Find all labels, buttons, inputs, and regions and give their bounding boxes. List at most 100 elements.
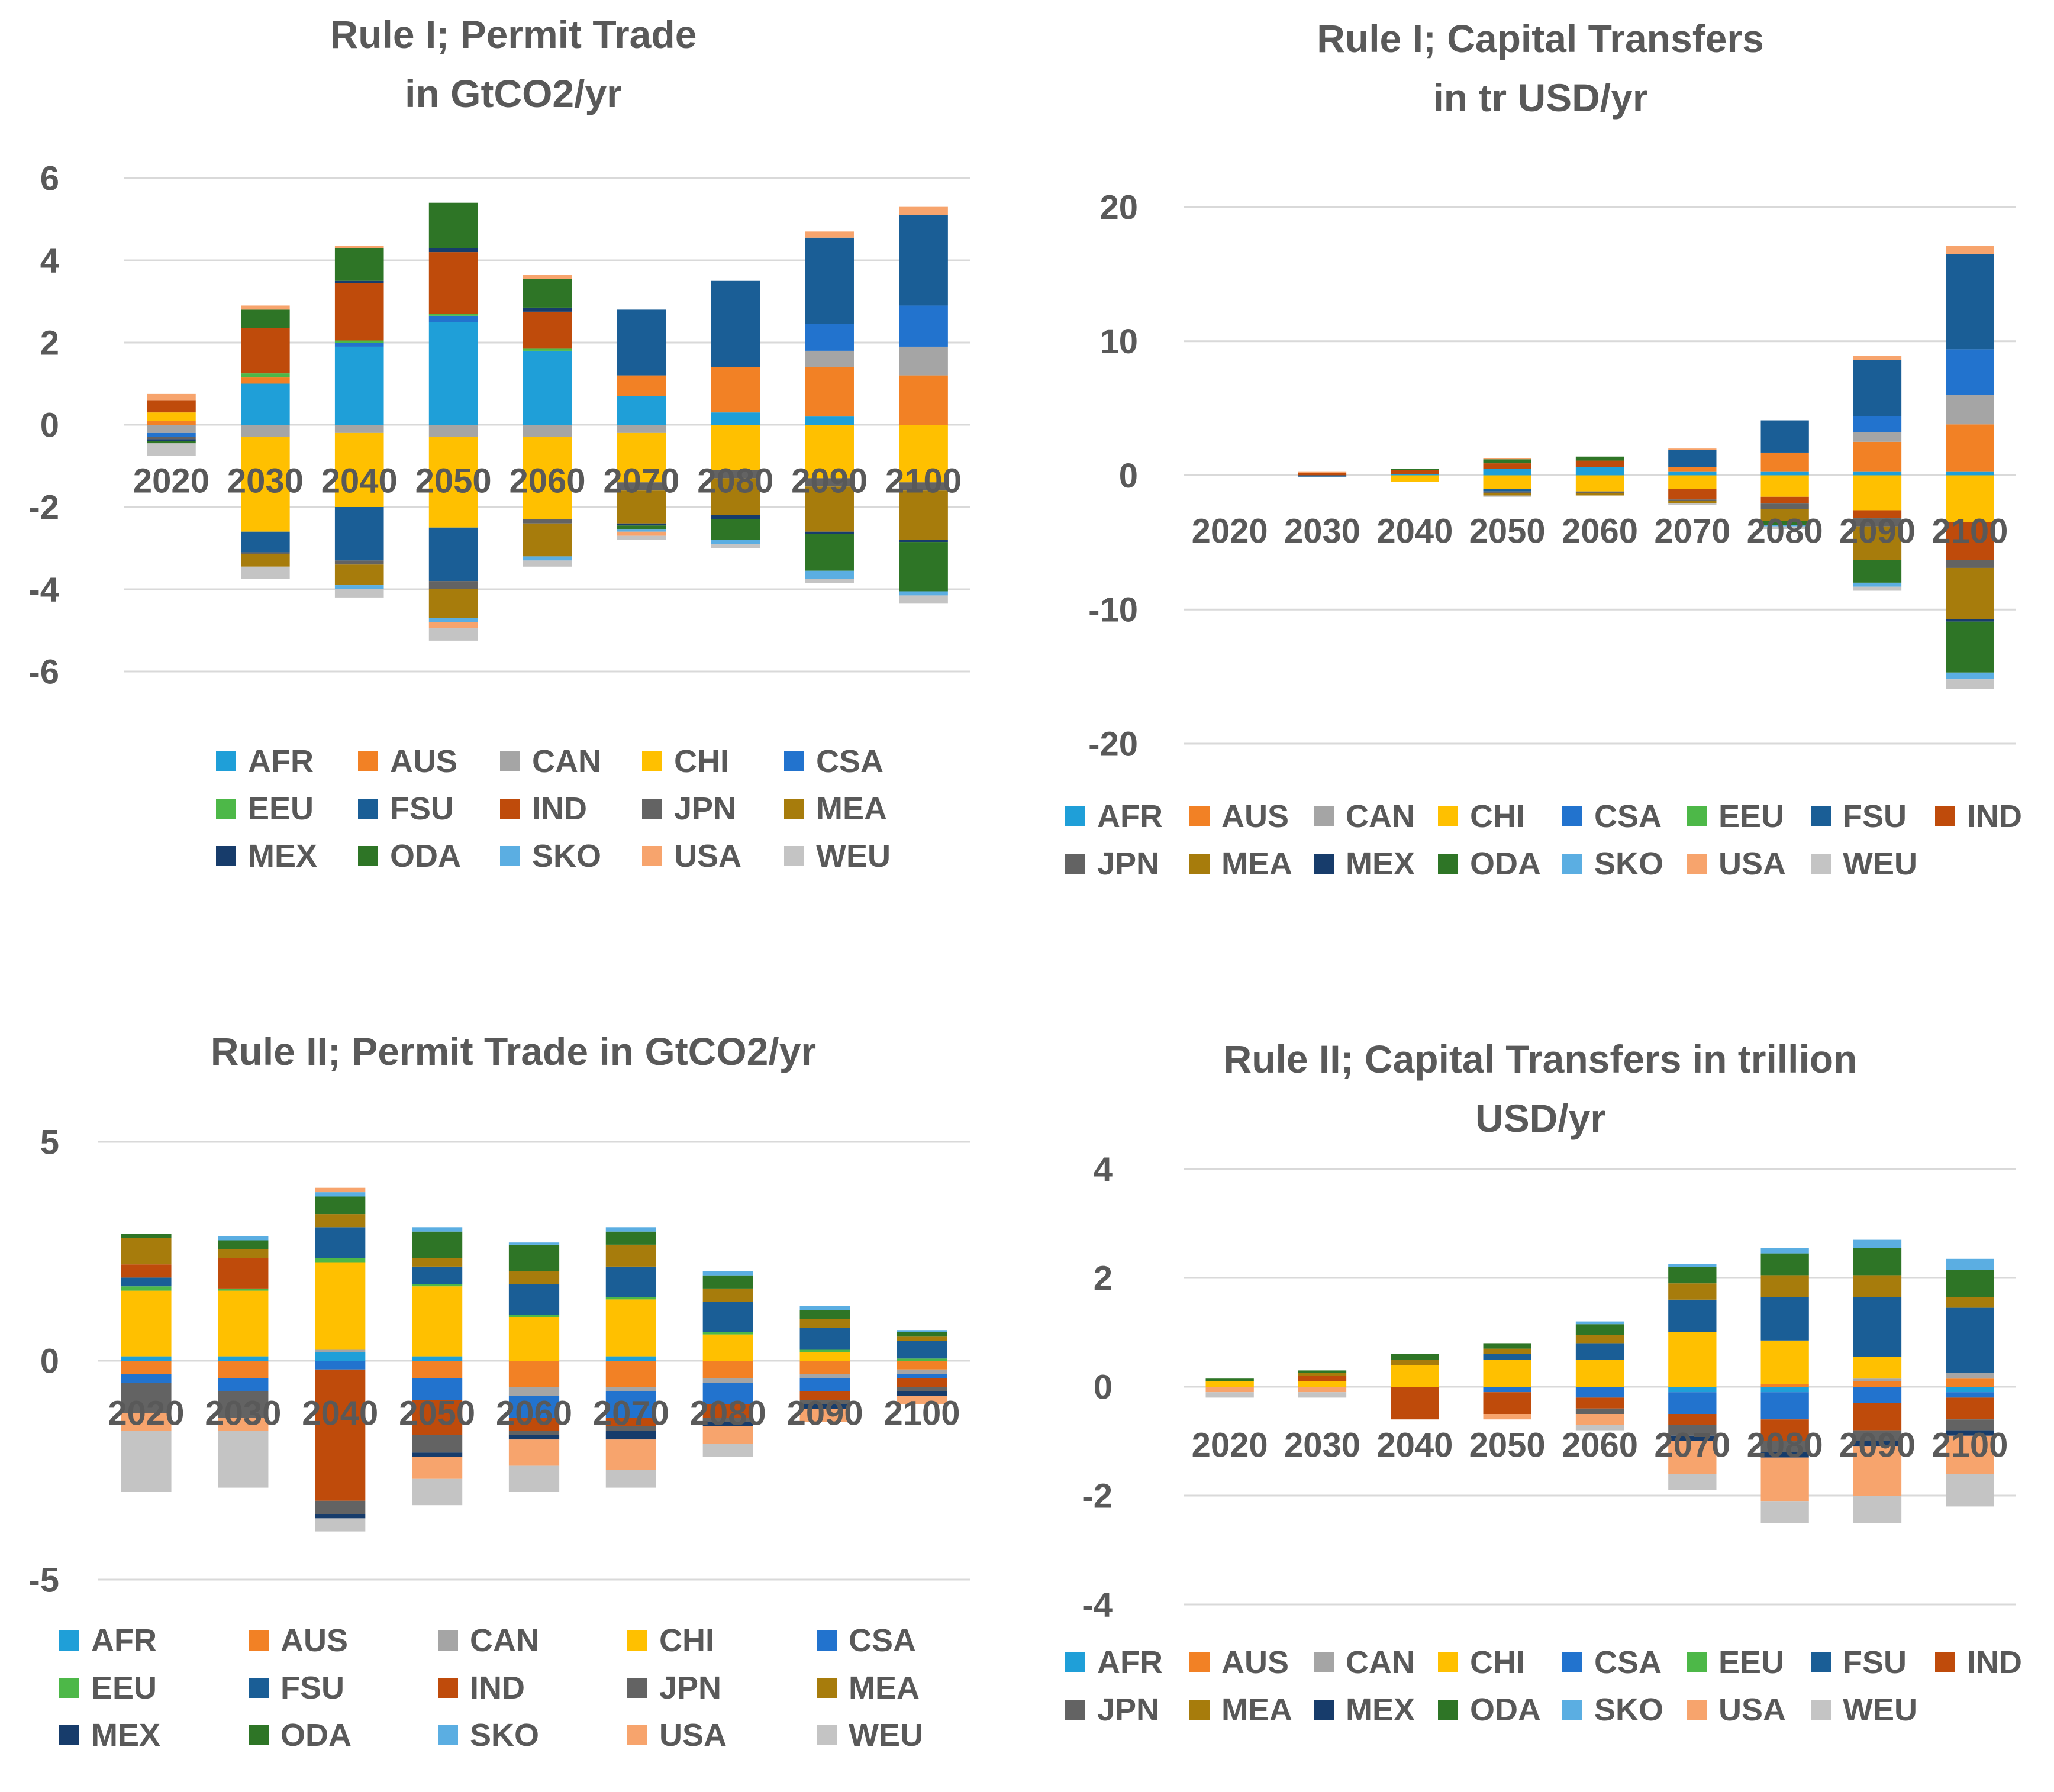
bar-segment-usa-2090 <box>1853 1446 1902 1496</box>
bar-segment-csa-2100 <box>1946 349 1994 395</box>
bar-segment-jpn-2080 <box>1760 503 1809 509</box>
legend-label: WEU <box>849 1717 923 1753</box>
legend-swatch <box>1189 806 1210 826</box>
bar-segment-sko-2090 <box>1853 582 1902 587</box>
bar-segment-jpn-2030 <box>218 1391 269 1418</box>
bar-segment-mex-2100 <box>899 540 948 543</box>
chart-title-line-1: Rule II; Capital Transfers in trillion <box>1223 1037 1858 1081</box>
bar-segment-chi-2090 <box>799 1352 850 1361</box>
legend-item-csa: CSA <box>1562 793 1687 840</box>
legend-item-jpn: JPN <box>1065 1686 1189 1733</box>
bar-segment-mea-2040 <box>1391 1360 1439 1365</box>
bar-segment-usa-2070 <box>1668 1441 1717 1474</box>
legend-label: MEA <box>816 791 887 826</box>
bar-segment-jpn-2050 <box>428 581 478 589</box>
bar-segment-chi-2040 <box>334 432 384 507</box>
bar-segment-afr-2090 <box>805 416 854 425</box>
bar-segment-usa-2020 <box>1205 1387 1254 1393</box>
legend-item-afr: AFR <box>1065 1639 1189 1686</box>
legend-item-mea: MEA <box>784 785 926 832</box>
x-category-label: 2030 <box>205 1394 281 1432</box>
bar-segment-jpn-2090 <box>1853 1430 1902 1441</box>
legend-item-afr: AFR <box>59 1617 249 1664</box>
bar-segment-ind-2080 <box>1760 496 1809 504</box>
bar-segment-sko-2050 <box>412 1227 463 1232</box>
bar-segment-mea-2040 <box>315 1214 366 1228</box>
bar-segment-fsu-2040 <box>334 507 384 561</box>
bar-segment-fsu-2050 <box>1483 489 1531 492</box>
bar-segment-fsu-2030 <box>1298 475 1347 477</box>
legend-swatch <box>1811 806 1831 826</box>
legend-item-oda: ODA <box>1438 1686 1562 1733</box>
bar-segment-usa-2060 <box>523 275 572 279</box>
bar-segment-aus-2090 <box>805 367 854 417</box>
bar-segment-fsu-2030 <box>241 531 290 553</box>
y-tick-label: -4 <box>1082 1586 1113 1624</box>
bar-segment-ind-2100 <box>1946 522 1994 560</box>
bar-segment-weu-2060 <box>1575 1425 1624 1431</box>
x-category-label: 2040 <box>1376 1426 1453 1464</box>
bar-segment-jpn-2060 <box>1575 491 1624 493</box>
legend-item-aus: AUS <box>358 738 500 785</box>
bar-segment-mex-2050 <box>412 1452 463 1457</box>
bar-segment-csa-2100 <box>897 1374 947 1378</box>
bar-segment-fsu-2050 <box>1483 1354 1531 1360</box>
bar-segment-weu-2080 <box>1760 526 1809 529</box>
legend-swatch <box>1687 854 1707 874</box>
bar-segment-weu-2040 <box>315 1518 366 1532</box>
legend-label: USA <box>674 838 742 874</box>
bar-segment-jpn-2070 <box>617 482 666 491</box>
x-category-label: 2020 <box>1192 512 1268 550</box>
legend-item-fsu: FSU <box>1811 793 1935 840</box>
x-category-label: 2080 <box>697 461 773 500</box>
bar-segment-usa-2030 <box>1298 471 1347 473</box>
legend-label: SKO <box>532 838 602 874</box>
legend-item-mea: MEA <box>817 1664 1006 1712</box>
bar-segment-csa-2080 <box>1760 1392 1809 1420</box>
legend-item-usa: USA <box>642 832 784 880</box>
x-category-label: 2050 <box>1469 512 1546 550</box>
bar-segment-fsu-2080 <box>1760 1297 1809 1341</box>
bar-segment-weu-2090 <box>805 579 854 583</box>
bar-segment-eeu-2050 <box>412 1284 463 1287</box>
legend-swatch <box>59 1678 79 1698</box>
bar-segment-csa-2030 <box>218 1378 269 1391</box>
bar-segment-can-2100 <box>1946 395 1994 425</box>
legend-label: CHI <box>1470 799 1525 834</box>
chart-panel-rule1-capital-transfers: Rule I; Capital Transfers in tr USD/yr 2… <box>1027 0 2054 964</box>
bar-segment-mea-2030 <box>1298 1373 1347 1376</box>
bar-segment-mex-2070 <box>1668 1435 1717 1441</box>
bar-segment-usa-2020 <box>147 393 196 401</box>
legend-label: IND <box>1967 799 2022 834</box>
bar-segment-can-2030 <box>241 425 290 437</box>
bar-segment-sko-2060 <box>523 556 572 561</box>
bar-segment-afr-2070 <box>1668 471 1717 476</box>
legend-swatch <box>642 751 662 771</box>
legend-label: FSU <box>280 1670 344 1706</box>
bar-segment-fsu-2080 <box>1760 420 1809 453</box>
y-tick-label: -5 <box>28 1561 59 1599</box>
bar-segment-ind-2080 <box>702 1404 753 1418</box>
bar-segment-mex-2070 <box>605 1431 656 1440</box>
bar-segment-ind-2020 <box>147 400 196 413</box>
bar-segment-ind-2100 <box>897 1378 947 1387</box>
y-tick-label: 0 <box>1094 1368 1113 1406</box>
bar-segment-can-2040 <box>334 425 384 433</box>
bar-segment-csa-2050 <box>428 315 478 322</box>
bar-segment-csa-2070 <box>605 1391 656 1418</box>
bar-segment-aus-2080 <box>711 367 760 413</box>
bar-segment-chi-2090 <box>805 425 854 479</box>
y-tick-label: 0 <box>40 1342 59 1380</box>
legend-label: EEU <box>1718 799 1785 834</box>
x-category-label: 2060 <box>496 1394 572 1432</box>
bar-segment-mea-2050 <box>412 1258 463 1267</box>
bar-segment-mea-2080 <box>1760 509 1809 521</box>
bar-segment-chi-2030 <box>218 1290 269 1357</box>
legend-item-weu: WEU <box>1811 840 1935 887</box>
bar-segment-mea-2060 <box>1575 1335 1624 1344</box>
bar-segment-mea-2100 <box>1946 1297 1994 1308</box>
legend-item-ind: IND <box>1935 1639 2054 1686</box>
legend-swatch <box>817 1630 837 1651</box>
bar-segment-csa-2050 <box>1483 1387 1531 1393</box>
bar-segment-sko-2040 <box>315 1192 366 1197</box>
